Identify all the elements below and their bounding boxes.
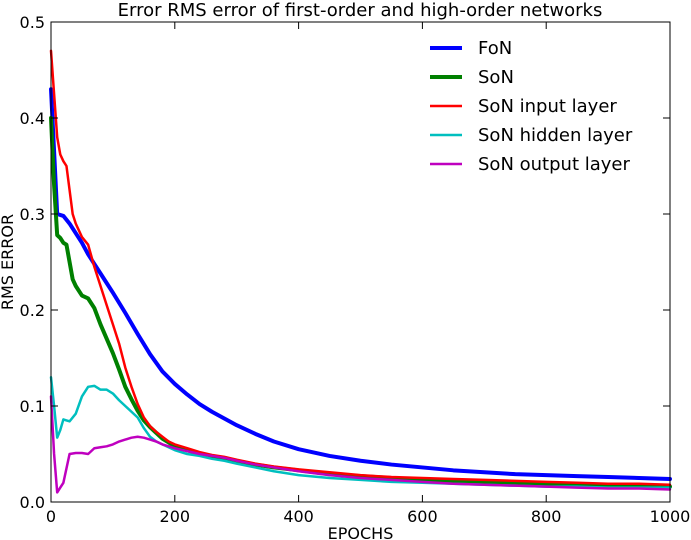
legend-label-2: SoN input layer bbox=[478, 96, 617, 117]
series-line-2 bbox=[49, 49, 672, 486]
legend-label-1: SoN bbox=[478, 67, 514, 88]
x-tick-label-5: 1000 bbox=[650, 507, 691, 526]
x-tick-label-4: 800 bbox=[531, 507, 562, 526]
series-line-0 bbox=[49, 87, 672, 481]
tick-layer: 0 200 400 600 800 1000 0.0 0.1 0.2 0.3 0.4 0.5 bbox=[20, 13, 691, 526]
series-line-1 bbox=[49, 116, 672, 489]
x-tick-label-1: 200 bbox=[160, 507, 191, 526]
y-tick-label-0: 0.0 bbox=[20, 493, 45, 512]
series-line-3 bbox=[49, 375, 672, 489]
x-tick-label-3: 600 bbox=[407, 507, 438, 526]
y-axis-title: RMS ERROR bbox=[0, 214, 17, 310]
x-tick-label-2: 400 bbox=[283, 507, 314, 526]
x-tick-label-0: 0 bbox=[46, 507, 56, 526]
plot-area: 0 200 400 600 800 1000 0.0 0.1 0.2 0.3 0.4 0.5 bbox=[20, 13, 691, 526]
legend-label-3: SoN hidden layer bbox=[478, 125, 633, 146]
legend-label-0: FoN bbox=[478, 38, 512, 59]
y-tick-label-5: 0.5 bbox=[20, 13, 45, 32]
series-layer bbox=[49, 49, 672, 494]
y-tick-label-3: 0.3 bbox=[20, 205, 45, 224]
chart-title: Error RMS error of first-order and high-… bbox=[118, 0, 603, 21]
plot-frame bbox=[50, 21, 671, 503]
legend: FoN SoN SoN input layer SoN hidden layer SoN… bbox=[430, 38, 633, 175]
y-tick-label-1: 0.1 bbox=[20, 397, 45, 416]
series-line-4 bbox=[49, 395, 672, 494]
y-tick-label-4: 0.4 bbox=[20, 109, 45, 128]
x-axis-title: EPOCHS bbox=[328, 524, 394, 540]
y-tick-label-2: 0.2 bbox=[20, 301, 45, 320]
legend-label-4: SoN output layer bbox=[478, 154, 630, 175]
